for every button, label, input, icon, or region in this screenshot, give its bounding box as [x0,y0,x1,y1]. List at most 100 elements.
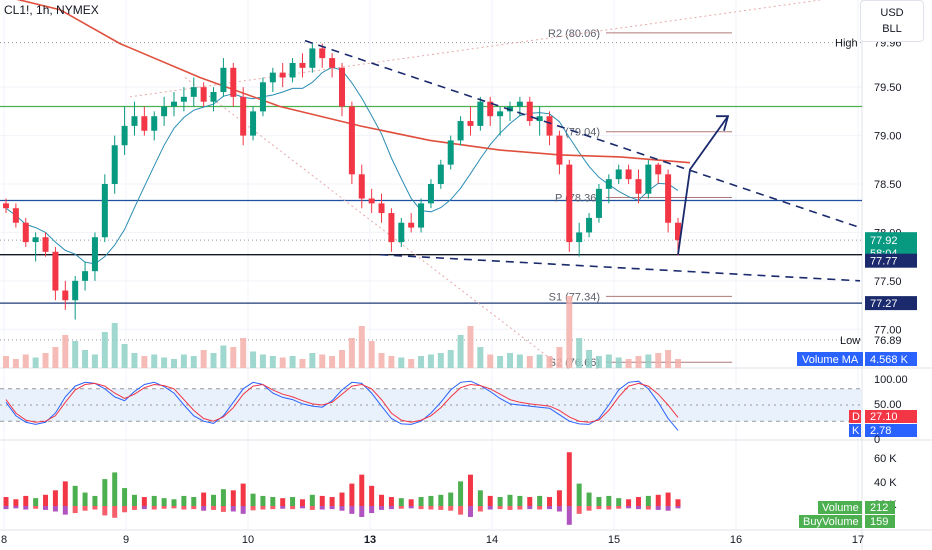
buy-volume-bar [319,506,325,510]
candle-body [171,101,177,107]
volume-bar [566,296,573,368]
volume-bar [180,354,187,368]
volume-bar [457,335,464,368]
volume-bar [101,332,108,368]
candle [3,198,9,214]
buy-volume-label: BuyVolume [803,516,859,528]
volume-pane-bar [458,481,464,506]
volume-bar [309,353,316,368]
volume-pane-bar [349,483,355,506]
buy-volume-bar [655,506,661,510]
volume-bar [200,350,207,368]
volume-bar [368,341,375,368]
candle-body [72,280,79,301]
buy-volume-bar [141,506,147,510]
stoch-d-value-tag [865,410,917,423]
candle-body [457,121,464,141]
candle [586,213,593,238]
volume-bar [210,353,217,368]
pivot-label: (79.04) [565,127,600,139]
candle-body [536,116,543,122]
candle [339,62,345,117]
candle [72,276,79,320]
candle [299,53,306,78]
stoch-level-label: 50.00 [874,399,902,411]
volume-bar [526,356,533,368]
last-price-value: 77.92 [870,235,898,247]
price-tick-label: 78.50 [874,179,902,191]
buy-volume-bar [566,506,572,525]
candle-body [240,96,247,136]
candle-body [22,222,29,243]
candle [348,101,355,184]
volume-pane-bar [72,485,78,506]
level-tag [865,253,917,268]
volume-pane-bar [547,497,553,506]
candle-body [497,111,504,117]
candle [250,106,257,141]
time-tick-label: 10 [242,534,254,546]
currency-selector[interactable]: USD BLL [860,0,924,42]
volume-bar [497,356,504,368]
volume-bar [250,351,257,368]
volume-ma-tag [797,352,863,366]
candle [655,162,662,184]
volume-bar [91,354,98,368]
buy-volume-bar [517,506,523,510]
candle-body [299,62,306,68]
volume-pane-bar [418,497,424,506]
volume-bar [230,347,237,368]
buy-volume-bar [665,506,671,511]
buy-volume-bar [586,506,592,511]
volume-pane-bar [191,497,197,506]
candle [121,106,128,155]
volume-bar [32,357,39,368]
volume-pane-bar [319,495,325,506]
volume-pane-bar [230,490,236,506]
candle [477,96,484,131]
volume-pane-bar [438,494,444,506]
candle [279,62,286,88]
volume-bar [635,356,642,368]
candle-body [151,116,158,131]
candle [566,159,573,252]
volume-bar [378,353,385,368]
stoch-level-label: 0 [874,434,880,446]
candle [141,106,148,136]
candle-body [437,164,444,184]
candle-body [329,58,336,68]
volume-pane-bar [477,490,483,506]
volume-pane-bar [102,479,108,506]
volume-bar [319,354,326,368]
volume-ma-label: Volume MA [802,354,859,366]
volume-pane-bar [43,494,49,506]
volume-bar [507,353,513,368]
candle [625,164,632,184]
buy-volume-bar [448,506,454,511]
volume-pane-bar [329,497,335,506]
buy-volume-bar [171,506,177,509]
candle-body [220,67,227,92]
candle [319,43,326,68]
volume-pane-bar [201,492,207,506]
buy-volume-bar [62,506,68,515]
candle-body [526,101,533,122]
buy-volume-bar [151,506,157,510]
volume-pane-bar [33,498,39,506]
candle [487,96,494,126]
candle-body [576,232,583,243]
candle-body [32,237,39,243]
candle-body [82,271,89,281]
candle-body [546,116,553,136]
volume-bar [329,356,336,368]
volume-pane-bar [3,497,9,506]
buy-volume-bar [527,506,533,510]
volume-pane-bar [665,492,671,506]
level-tag-value: 77.77 [870,256,898,268]
unit-label: BLL [882,23,902,35]
candle-body [615,169,622,180]
candle [91,232,98,281]
buy-volume-bar [13,506,19,509]
volume-pane-bar [240,483,246,506]
